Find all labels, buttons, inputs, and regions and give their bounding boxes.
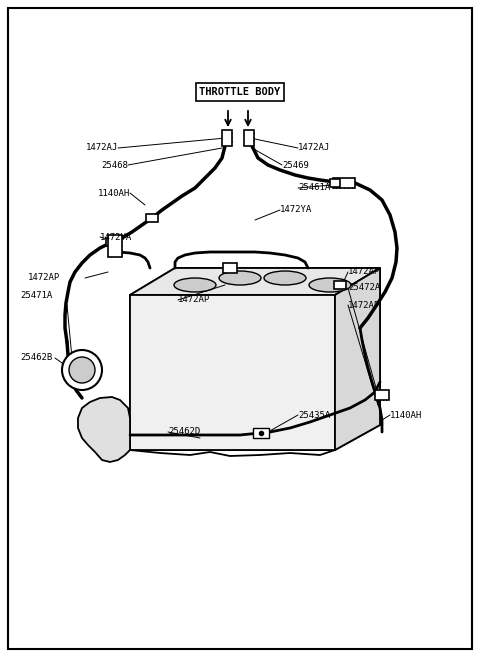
Ellipse shape [309, 278, 351, 292]
Circle shape [69, 357, 95, 383]
Ellipse shape [174, 278, 216, 292]
Polygon shape [335, 268, 380, 450]
Bar [146, 214, 158, 222]
Polygon shape [130, 295, 335, 450]
Polygon shape [78, 397, 130, 462]
Text: 1140AH: 1140AH [98, 189, 130, 198]
Text: 25461A: 25461A [298, 183, 330, 193]
Bar [244, 130, 254, 146]
Text: 1472YA: 1472YA [100, 233, 132, 242]
Bar [223, 263, 237, 273]
Text: 1472AP: 1472AP [178, 296, 210, 304]
Ellipse shape [219, 271, 261, 285]
Bar [106, 238, 118, 246]
Bar [330, 179, 340, 187]
Text: 1472AP: 1472AP [28, 273, 60, 283]
Text: 25462D: 25462D [168, 428, 200, 436]
Text: 25468: 25468 [101, 160, 128, 170]
Text: 1472AP: 1472AP [348, 300, 380, 309]
Text: 1140AH: 1140AH [390, 411, 422, 420]
Text: 25471A: 25471A [20, 290, 52, 300]
Bar [375, 390, 389, 400]
Text: 1472AJ: 1472AJ [298, 143, 330, 152]
Text: 1472AJ: 1472AJ [86, 143, 118, 152]
Bar [108, 235, 122, 257]
Text: 25472A: 25472A [348, 284, 380, 292]
Circle shape [62, 350, 102, 390]
Text: 1472AP: 1472AP [348, 267, 380, 277]
Text: 1472YA: 1472YA [280, 206, 312, 214]
Text: 25435A: 25435A [298, 411, 330, 420]
Bar [222, 130, 232, 146]
Bar [333, 178, 355, 188]
Polygon shape [130, 268, 380, 295]
Ellipse shape [264, 271, 306, 285]
Text: THROTTLE BODY: THROTTLE BODY [199, 87, 281, 97]
Bar [253, 428, 269, 438]
Text: 25462B: 25462B [20, 353, 52, 363]
Bar [334, 281, 346, 289]
Text: 25469: 25469 [282, 160, 309, 170]
